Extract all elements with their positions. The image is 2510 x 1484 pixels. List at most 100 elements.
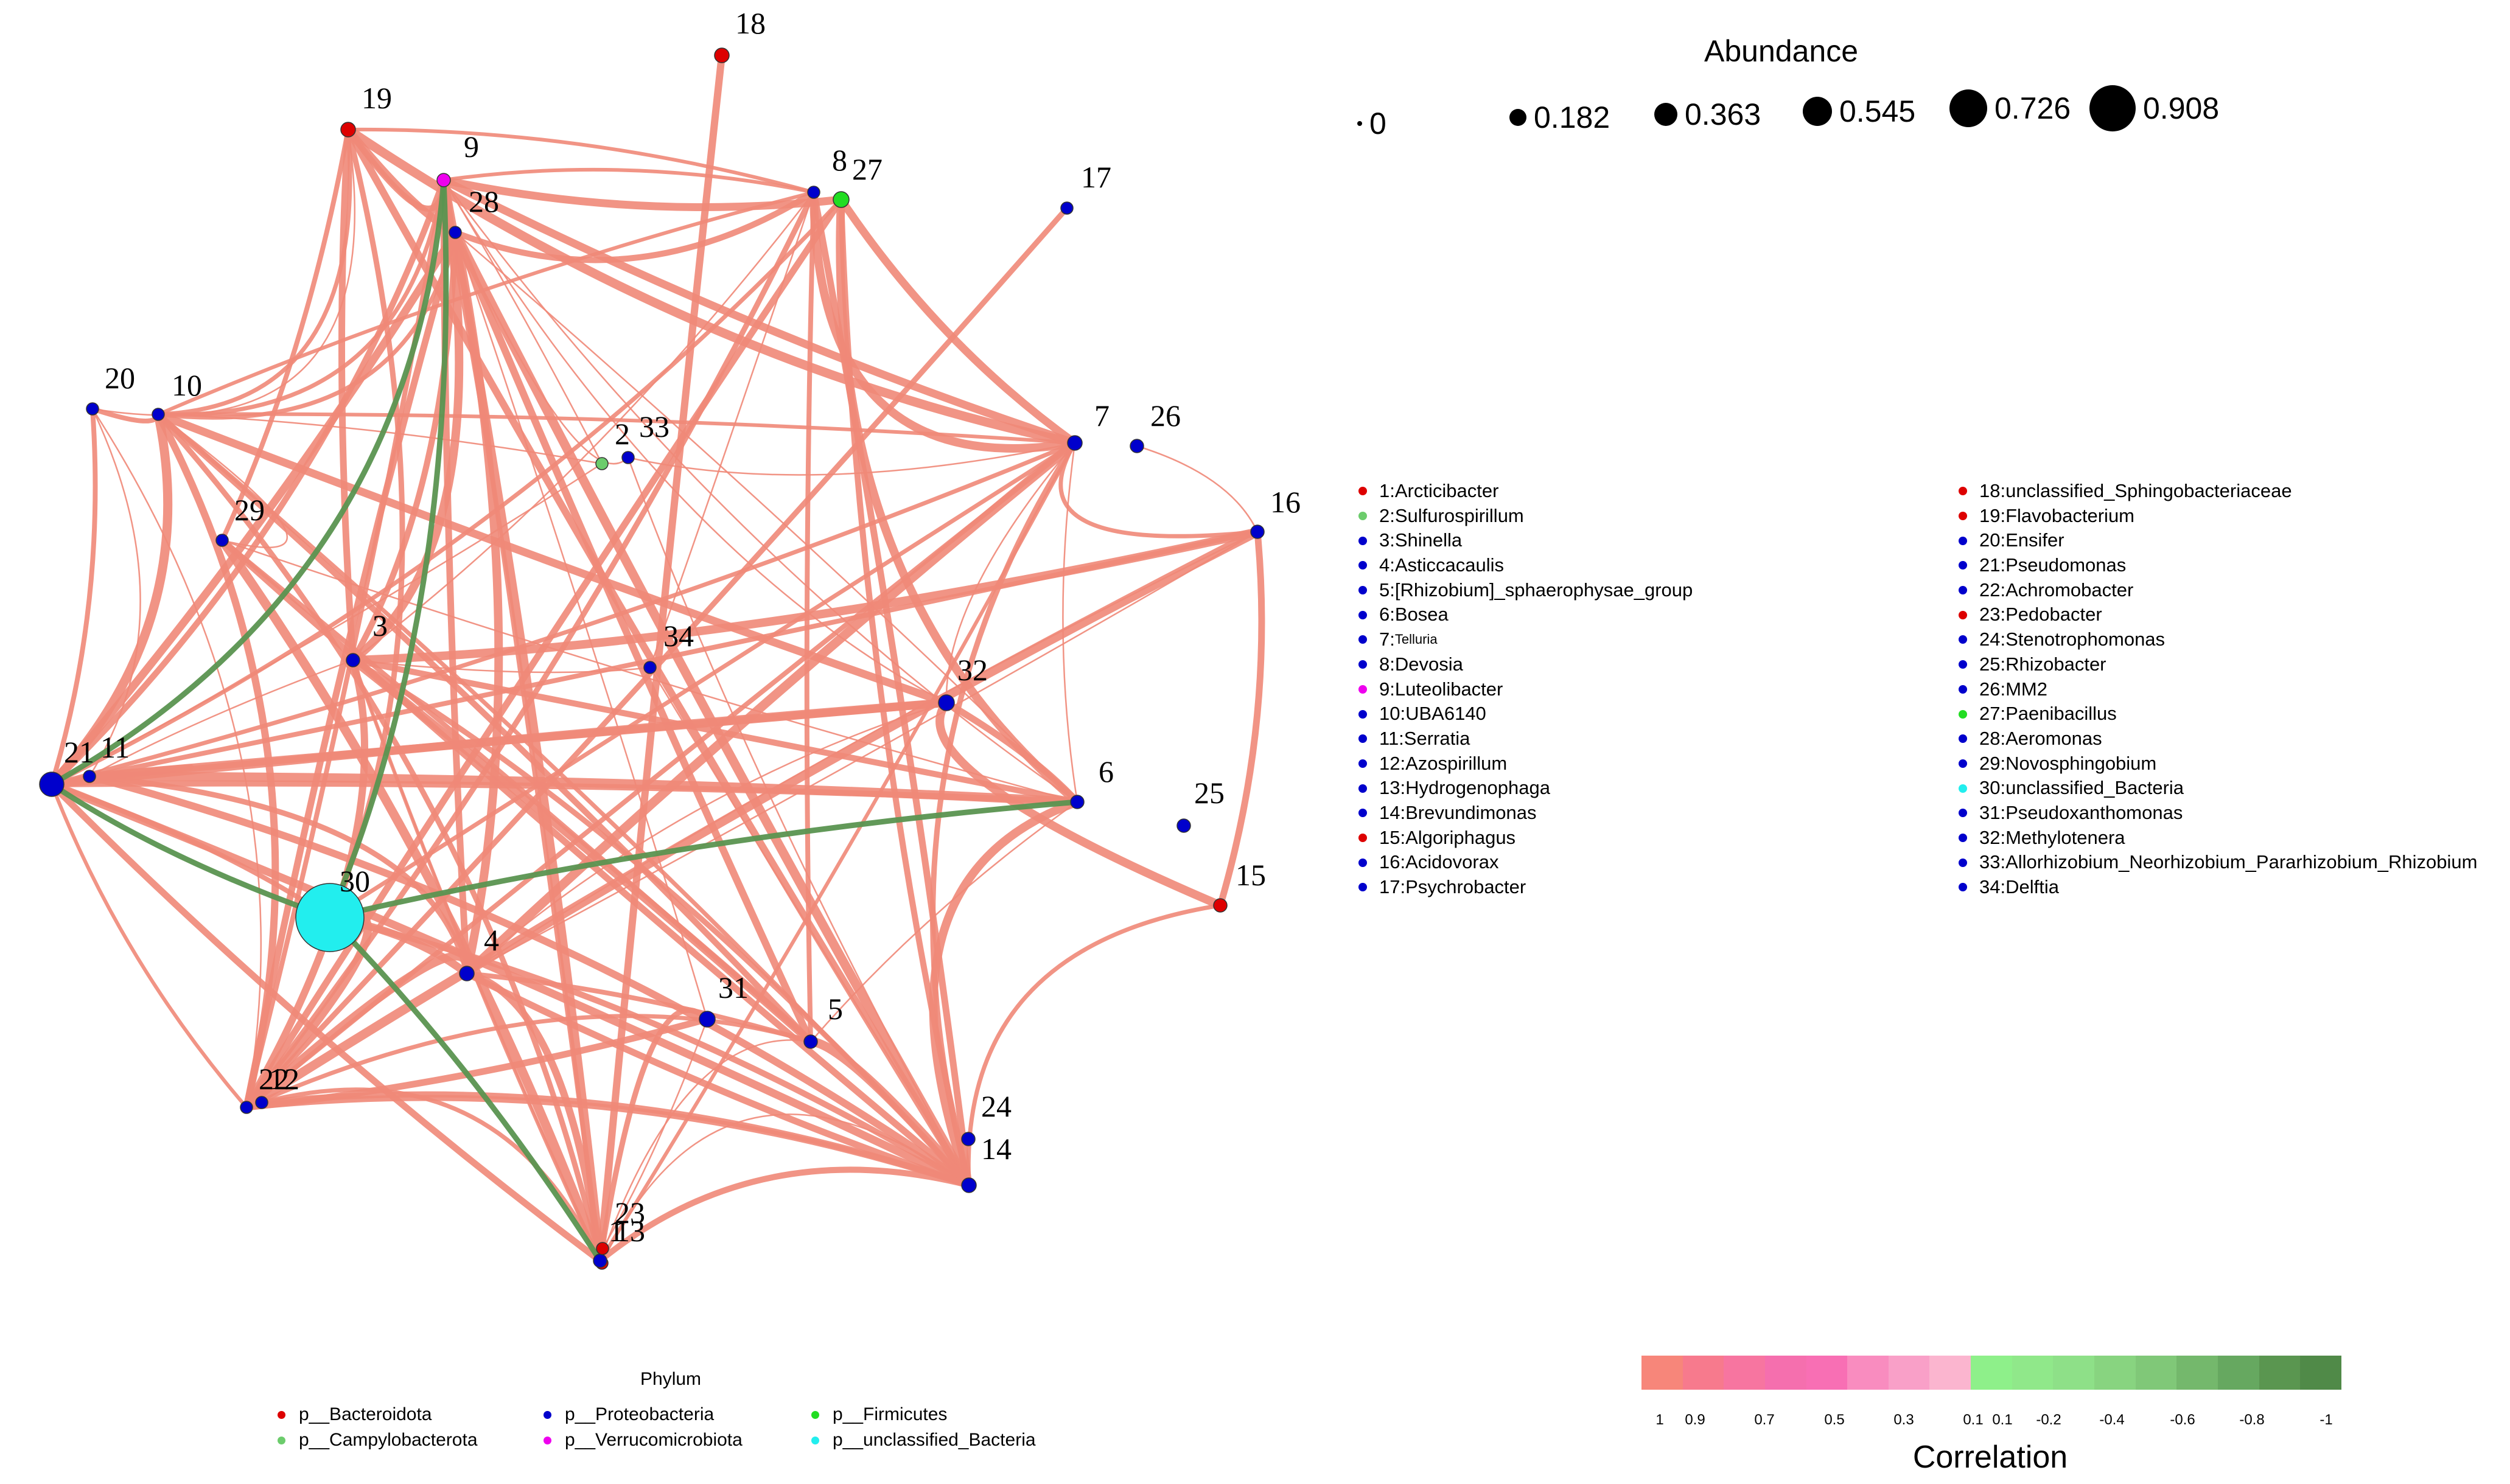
genus-legend-item: 25:Rhizobacter — [1959, 652, 2477, 677]
abundance-legend-item: 0.545 — [1803, 94, 1915, 129]
genus-legend-item: 11:Serratia — [1358, 726, 1693, 751]
node-21[interactable] — [39, 772, 65, 797]
node-label-33: 33 — [639, 409, 669, 444]
node-34[interactable] — [643, 661, 657, 674]
genus-label: 34:Delftia — [1979, 876, 2059, 897]
genus-color-dot — [1358, 883, 1367, 892]
node-2[interactable] — [595, 457, 609, 470]
node-33[interactable] — [621, 451, 635, 464]
abundance-legend-item: 0.908 — [2089, 85, 2219, 131]
edge-9-27 — [439, 176, 845, 211]
edge-22-16 — [242, 527, 1262, 1112]
genus-legend-item: 6:Bosea — [1358, 602, 1693, 627]
node-16[interactable] — [1250, 524, 1265, 539]
edge-10-7 — [156, 412, 1077, 445]
node-19[interactable] — [340, 122, 356, 138]
edge-16-15 — [1217, 528, 1265, 909]
correlation-tick-label: 0.1 — [1963, 1412, 1984, 1428]
node-29[interactable] — [215, 534, 229, 547]
genus-label: 26:MM2 — [1979, 678, 2047, 700]
genus-label: 1:Arcticibacter — [1379, 480, 1499, 501]
genus-label: 8:Devosia — [1379, 653, 1463, 675]
genus-legend-item: 23:Pedobacter — [1959, 602, 2477, 627]
node-22[interactable] — [240, 1101, 253, 1114]
edge-27-22 — [243, 196, 845, 1111]
genus-legend-left: 1:Arcticibacter 2:Sulfurospirillum 3:Shine… — [1358, 479, 1693, 900]
genus-label: 32:Methylotenera — [1979, 826, 2125, 848]
node-25[interactable] — [1176, 818, 1191, 833]
genus-legend-item: 17:Psychrobacter — [1358, 875, 1693, 900]
genus-label: 7: — [1379, 629, 1395, 650]
genus-legend-item: 9:Luteolibacter — [1358, 677, 1693, 702]
node-10[interactable] — [152, 408, 165, 421]
edge-4-16 — [466, 531, 1259, 975]
genus-color-dot — [1959, 561, 1967, 570]
abundance-dot — [1803, 97, 1832, 126]
node-label-19: 19 — [362, 81, 392, 115]
phylum-legend-item: p__Firmicutes — [811, 1404, 947, 1425]
node-11[interactable] — [83, 770, 96, 783]
node-17[interactable] — [1060, 201, 1074, 215]
node-32[interactable] — [938, 694, 955, 711]
node-9[interactable] — [436, 173, 451, 187]
colorbar-segment — [1682, 1356, 1724, 1390]
genus-color-dot — [1358, 759, 1367, 768]
abundance-label: 0.363 — [1685, 97, 1761, 131]
edge-4-13 — [463, 970, 604, 1264]
genus-label: 5:[Rhizobium]_sphaerophysae_group — [1379, 579, 1693, 601]
node-18[interactable] — [714, 47, 730, 63]
node-27[interactable] — [833, 191, 850, 208]
node-28[interactable] — [449, 226, 462, 239]
node-26[interactable] — [1130, 439, 1144, 453]
edge-4-5 — [464, 971, 813, 1044]
node-24[interactable] — [961, 1132, 976, 1146]
edge-20-22 — [91, 408, 262, 1109]
node-12[interactable] — [255, 1096, 268, 1109]
edge-9-30 — [327, 177, 449, 921]
genus-legend-item: 10:UBA6140 — [1358, 702, 1693, 726]
colorbar-segment — [2259, 1356, 2301, 1390]
node-label-30: 30 — [340, 864, 370, 898]
node-14[interactable] — [961, 1177, 977, 1193]
node-8[interactable] — [807, 186, 820, 199]
edge-16-21 — [49, 529, 1260, 787]
node-15[interactable] — [1213, 898, 1228, 913]
colorbar-segment — [1971, 1356, 2012, 1390]
node-20[interactable] — [86, 402, 99, 416]
node-7[interactable] — [1067, 435, 1083, 451]
node-label-5: 5 — [828, 992, 843, 1026]
edge-33-14 — [627, 456, 970, 1186]
phylum-legend-item: p__unclassified_Bacteria — [811, 1430, 1036, 1451]
abundance-label: 0.545 — [1839, 94, 1916, 128]
genus-color-dot — [1358, 809, 1367, 818]
colorbar-segment — [2053, 1356, 2095, 1390]
node-23[interactable] — [596, 1242, 609, 1255]
abundance-label: 0.726 — [1994, 91, 2071, 125]
colorbar-segment — [2217, 1356, 2259, 1390]
node-31[interactable] — [699, 1011, 716, 1028]
edge-28-21 — [47, 228, 460, 789]
node-5[interactable] — [803, 1034, 818, 1049]
node-label-8: 8 — [832, 143, 847, 177]
genus-legend-item: 33:Allorhizobium_Neorhizobium_Pararhizob… — [1959, 850, 2477, 875]
edge-20-21 — [49, 406, 98, 787]
node-6[interactable] — [1070, 795, 1085, 809]
genus-color-dot — [1358, 536, 1367, 545]
node-30[interactable] — [295, 883, 365, 952]
node-label-18: 18 — [735, 6, 766, 40]
node-3[interactable] — [346, 653, 360, 667]
phylum-color-dot — [544, 1410, 551, 1419]
node-4[interactable] — [459, 966, 475, 981]
colorbar-segment — [2300, 1356, 2341, 1390]
node-13[interactable] — [593, 1253, 607, 1268]
genus-legend-item: 3:Shinella — [1358, 528, 1693, 553]
genus-legend-item: 34:Delftia — [1959, 875, 2477, 900]
edge-5-14 — [806, 1037, 974, 1190]
edge-31-13 — [597, 1007, 710, 1264]
genus-label: 13:Hydrogenophaga — [1379, 777, 1550, 799]
edge-7-32 — [945, 442, 1076, 704]
edge-27-21 — [49, 197, 844, 787]
phylum-label: p__Proteobacteria — [565, 1404, 715, 1424]
node-label-13: 13 — [615, 1214, 645, 1248]
edge-30-6 — [327, 799, 1080, 921]
